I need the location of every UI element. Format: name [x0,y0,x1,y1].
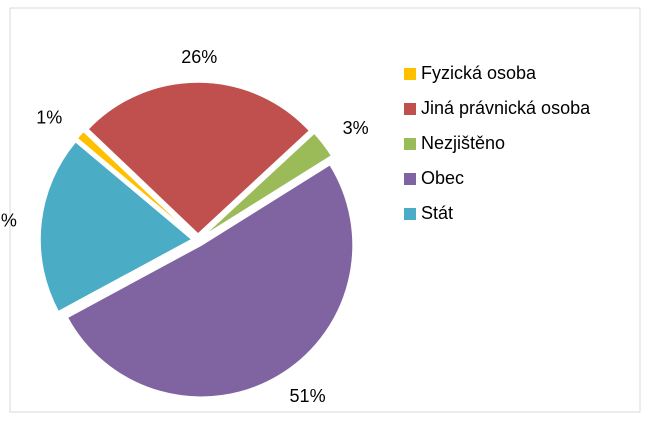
legend-swatch [404,68,416,80]
legend-swatch [404,208,416,220]
data-label: 26% [181,47,217,67]
legend-label: Jiná právnická osoba [421,98,591,118]
data-label: 51% [290,386,326,406]
pie-slice [39,140,194,313]
legend-label: Fyzická osoba [421,63,537,83]
legend-swatch [404,173,416,185]
legend-label: Obec [421,168,464,188]
data-label: 19% [0,210,17,230]
pie-slice [76,130,195,237]
data-label: 1% [36,107,62,127]
pie-slice [86,81,311,236]
legend-label: Nezjištěno [421,133,505,153]
data-label: 3% [343,118,369,138]
legend-label: Stát [421,203,453,223]
legend-swatch [404,103,416,115]
pie-slice [202,132,333,237]
legend-swatch [404,138,416,150]
pie-slice [66,163,354,398]
